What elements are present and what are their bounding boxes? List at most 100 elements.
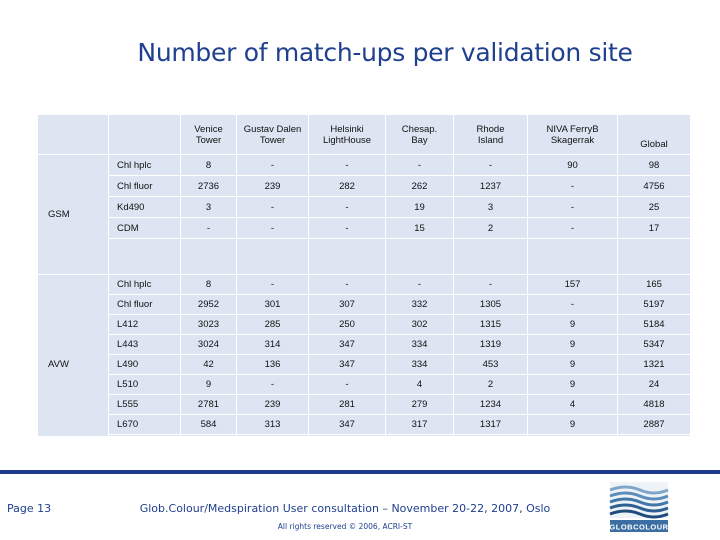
value-cell: 3024 xyxy=(180,334,237,355)
value-cell: 334 xyxy=(385,354,454,375)
value-cell: - xyxy=(527,175,618,197)
column-header-line: Skagerrak xyxy=(550,134,595,146)
table-row: CDM - - -15 2-17 xyxy=(38,217,691,239)
parameter-cell: Chl fluor xyxy=(108,294,181,315)
value-cell: - xyxy=(527,294,618,315)
parameter-cell: L555 xyxy=(108,394,181,415)
group-label: GSM xyxy=(37,154,109,275)
value-cell: 302 xyxy=(385,314,454,335)
column-header: Venice Tower xyxy=(180,114,237,155)
value-cell: 250 xyxy=(308,314,386,335)
footer-divider-bar xyxy=(0,470,720,474)
value-cell: 3023 xyxy=(180,314,237,335)
empty-cell xyxy=(308,238,386,275)
value-cell: 1237 xyxy=(453,175,528,197)
value-cell: 262 xyxy=(385,175,454,197)
column-header-line: Gustav Dalen xyxy=(243,123,302,135)
value-cell: - xyxy=(453,274,528,295)
value-cell: 334 xyxy=(385,334,454,355)
empty-cell xyxy=(308,434,386,455)
value-cell: 1234 xyxy=(453,394,528,415)
value-cell: 285 xyxy=(236,314,309,335)
table-body: Venice Tower Gustav Dalen Tower Helsinki Ligh… xyxy=(37,114,691,455)
spacer-row xyxy=(38,238,691,275)
value-cell: - xyxy=(236,154,309,176)
empty-cell xyxy=(385,238,454,275)
empty-cell xyxy=(527,238,618,275)
value-cell: - xyxy=(308,374,386,395)
value-cell: 2887 xyxy=(617,414,691,435)
empty-cell xyxy=(527,434,618,455)
value-cell: - xyxy=(527,217,618,239)
value-cell: 5197 xyxy=(617,294,691,315)
matchup-table: Venice Tower Gustav Dalen Tower Helsinki Ligh… xyxy=(37,114,691,455)
value-cell: - xyxy=(385,274,454,295)
value-cell: 42 xyxy=(180,354,237,375)
column-header-line: Island xyxy=(477,134,504,146)
value-cell: - xyxy=(236,374,309,395)
value-cell: 317 xyxy=(385,414,454,435)
value-cell: 279 xyxy=(385,394,454,415)
empty-cell xyxy=(180,434,237,455)
value-cell: 8 xyxy=(180,154,237,176)
value-cell: 165 xyxy=(617,274,691,295)
matchup-table-container: Venice Tower Gustav Dalen Tower Helsinki Ligh… xyxy=(37,114,691,455)
value-cell: 2781 xyxy=(180,394,237,415)
empty-cell xyxy=(108,434,181,455)
empty-cell xyxy=(617,238,691,275)
empty-cell xyxy=(108,238,181,275)
value-cell: 19 xyxy=(385,196,454,218)
value-cell: - xyxy=(236,217,309,239)
column-header: Rhode Island xyxy=(453,114,528,155)
column-header-line: Chesap. xyxy=(401,123,438,135)
empty-cell xyxy=(617,434,691,455)
value-cell: 3 xyxy=(180,196,237,218)
header-blank-group xyxy=(37,114,109,155)
value-cell: 8 xyxy=(180,274,237,295)
value-cell: 9 xyxy=(527,314,618,335)
value-cell: 314 xyxy=(236,334,309,355)
value-cell: 3 xyxy=(453,196,528,218)
table-row: L443 3024 314 347 334 1319 9 5347 xyxy=(38,334,691,355)
value-cell: 1321 xyxy=(617,354,691,375)
table-row: GSM Chl hplc 8- - - -90 98 xyxy=(37,154,691,275)
value-cell: - xyxy=(308,274,386,295)
value-cell: 2 xyxy=(453,217,528,239)
empty-cell xyxy=(236,238,309,275)
page-number: Page 13 xyxy=(7,502,52,515)
value-cell: 347 xyxy=(308,334,386,355)
value-cell: 9 xyxy=(527,414,618,435)
value-cell: - xyxy=(236,274,309,295)
value-cell: - xyxy=(308,196,386,218)
value-cell: - xyxy=(385,154,454,176)
parameter-cell: Chl fluor xyxy=(108,175,181,197)
value-cell: 24 xyxy=(617,374,691,395)
column-header-line: LightHouse xyxy=(322,134,372,146)
group-label: AVW xyxy=(37,274,109,455)
value-cell: 4 xyxy=(385,374,454,395)
table-row: L412 3023 285 250 302 1315 9 5184 xyxy=(38,314,691,335)
parameter-cell: Chl hplc xyxy=(108,274,181,295)
value-cell: 4756 xyxy=(617,175,691,197)
column-header-line: Bay xyxy=(411,134,428,146)
value-cell: - xyxy=(236,196,309,218)
globcolour-logo: GLOBCOLOUR xyxy=(609,482,669,532)
value-cell: - xyxy=(308,217,386,239)
table-row: Chl fluor 2952 301 307 332 1305-5197 xyxy=(38,294,691,315)
value-cell: 347 xyxy=(308,354,386,375)
value-cell: 281 xyxy=(308,394,386,415)
value-cell: 9 xyxy=(527,374,618,395)
value-cell: 2 xyxy=(453,374,528,395)
parameter-cell: L510 xyxy=(108,374,181,395)
value-cell: 584 xyxy=(180,414,237,435)
column-header-line: Helsinki xyxy=(330,123,364,135)
value-cell: 332 xyxy=(385,294,454,315)
spacer-row xyxy=(38,434,691,455)
parameter-cell: Chl hplc xyxy=(108,154,181,176)
value-cell: 239 xyxy=(236,175,309,197)
value-cell: - xyxy=(527,196,618,218)
column-header-line: Global xyxy=(640,139,668,150)
table-row: Kd490 3- -19 3-25 xyxy=(38,196,691,218)
value-cell: 282 xyxy=(308,175,386,197)
parameter-cell: L670 xyxy=(108,414,181,435)
